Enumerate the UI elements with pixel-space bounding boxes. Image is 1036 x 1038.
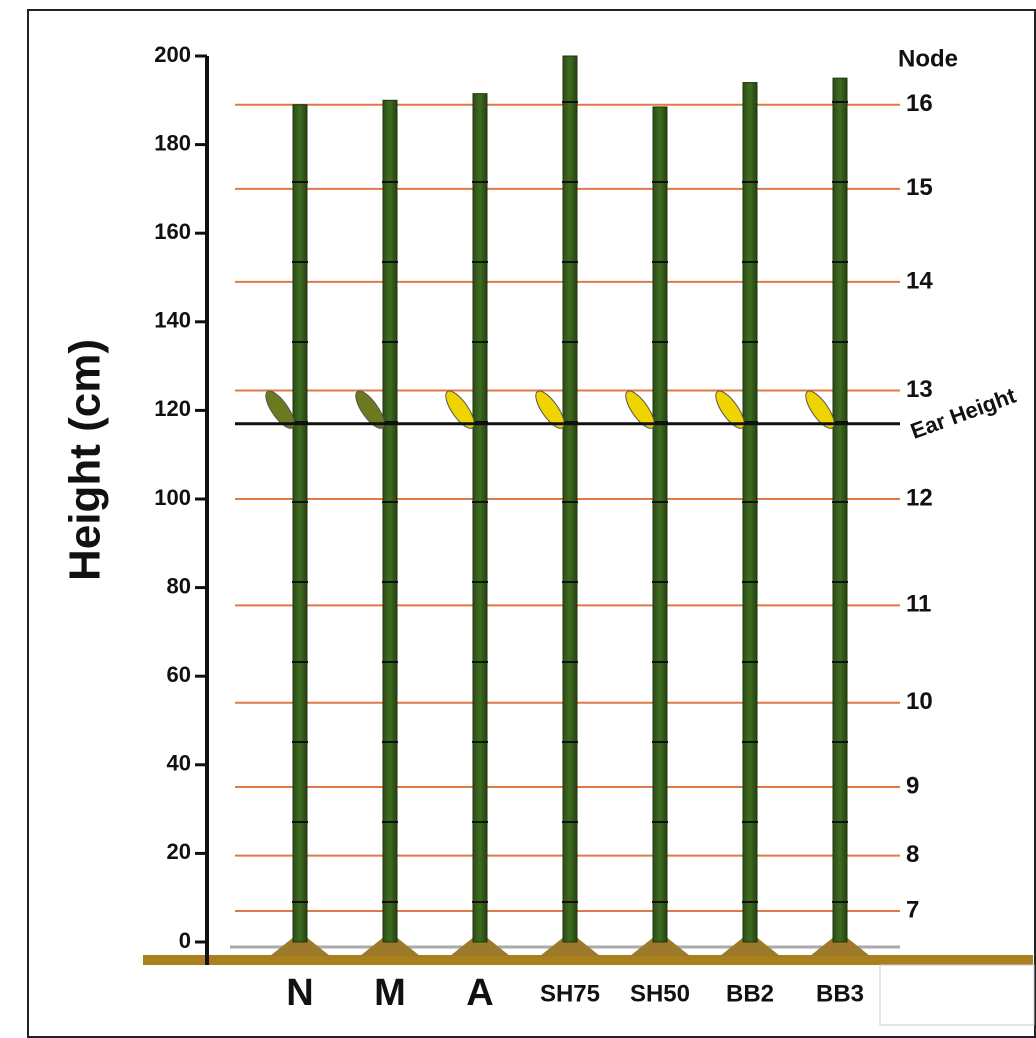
blank-box (879, 964, 1035, 1026)
node-label: 8 (906, 841, 919, 868)
base (360, 932, 420, 956)
y-tick-label: 140 (154, 308, 191, 333)
x-tick-label: N (286, 972, 313, 1014)
x-tick-label: BB3 (816, 980, 864, 1007)
ear-icon (445, 390, 475, 429)
stalk (652, 106, 668, 943)
node-title: Node (898, 45, 958, 72)
node-label: 7 (906, 896, 919, 923)
base (720, 932, 780, 956)
stalk (292, 104, 308, 943)
ear-icon (355, 390, 385, 429)
node-label: 15 (906, 174, 933, 201)
y-tick-label: 20 (167, 839, 191, 864)
base (270, 932, 330, 956)
node-label: 10 (906, 688, 933, 715)
ground (143, 955, 1033, 965)
ear-icon (805, 390, 835, 429)
y-tick-label: 40 (167, 751, 191, 776)
ear-icon (715, 390, 745, 429)
y-tick-label: 0 (179, 928, 191, 953)
node-label: 11 (906, 591, 931, 618)
base (630, 932, 690, 956)
base (540, 932, 600, 956)
x-tick-label: BB2 (726, 980, 774, 1007)
base (450, 932, 510, 956)
y-tick-label: 200 (154, 42, 191, 67)
y-tick-label: 80 (167, 573, 191, 598)
x-tick-label: A (466, 972, 493, 1014)
stalk (832, 77, 848, 943)
y-tick-label: 180 (154, 130, 191, 155)
y-tick-label: 100 (154, 485, 191, 510)
node-label: 9 (906, 772, 919, 799)
ear-icon (535, 390, 565, 429)
node-label: 13 (906, 376, 933, 403)
stalk (562, 55, 578, 943)
stalk (382, 99, 398, 943)
y-tick-label: 120 (154, 396, 191, 421)
node-label: 16 (906, 90, 933, 117)
x-tick-label: SH75 (540, 980, 600, 1007)
frame (27, 9, 1036, 1038)
stalk (742, 82, 758, 943)
x-tick-label: SH50 (630, 980, 690, 1007)
node-label: 14 (906, 267, 933, 294)
y-axis-label: Height (cm) (61, 339, 110, 581)
stalk (472, 93, 488, 943)
y-tick-label: 160 (154, 219, 191, 244)
y-tick-label: 60 (167, 662, 191, 687)
ear-icon (265, 390, 295, 429)
node-label: 12 (906, 484, 933, 511)
ear-icon (625, 390, 655, 429)
base (810, 932, 870, 956)
x-tick-label: M (374, 972, 406, 1014)
